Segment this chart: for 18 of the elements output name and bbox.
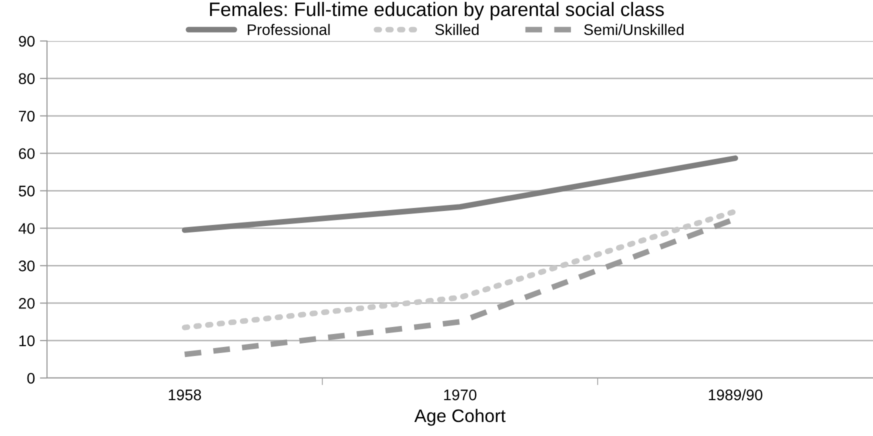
y-tick-label: 30 (18, 260, 35, 272)
y-tick-label: 70 (18, 110, 35, 122)
x-tick-label: 1958 (168, 390, 201, 400)
legend-label: Semi/Unskilled (584, 24, 684, 36)
x-axis-title: Age Cohort (414, 408, 506, 426)
y-tick-label: 40 (18, 223, 35, 234)
legend-label: Skilled (435, 24, 479, 36)
y-tick-label: 50 (18, 186, 35, 196)
y-tick-label: 10 (19, 335, 35, 346)
y-tick-label: 0 (27, 372, 35, 384)
y-tick-label: 80 (18, 73, 35, 84)
y-tick-label: 60 (18, 148, 35, 160)
legend-label: Professional (248, 24, 330, 36)
x-tick-label: 1989/90 (708, 389, 762, 400)
chart-title: Females: Full-time education by parental social class (210, 2, 664, 20)
y-tick-label: 20 (18, 298, 35, 309)
x-tick-label: 1970 (444, 390, 476, 400)
y-tick-label: 90 (18, 36, 35, 47)
